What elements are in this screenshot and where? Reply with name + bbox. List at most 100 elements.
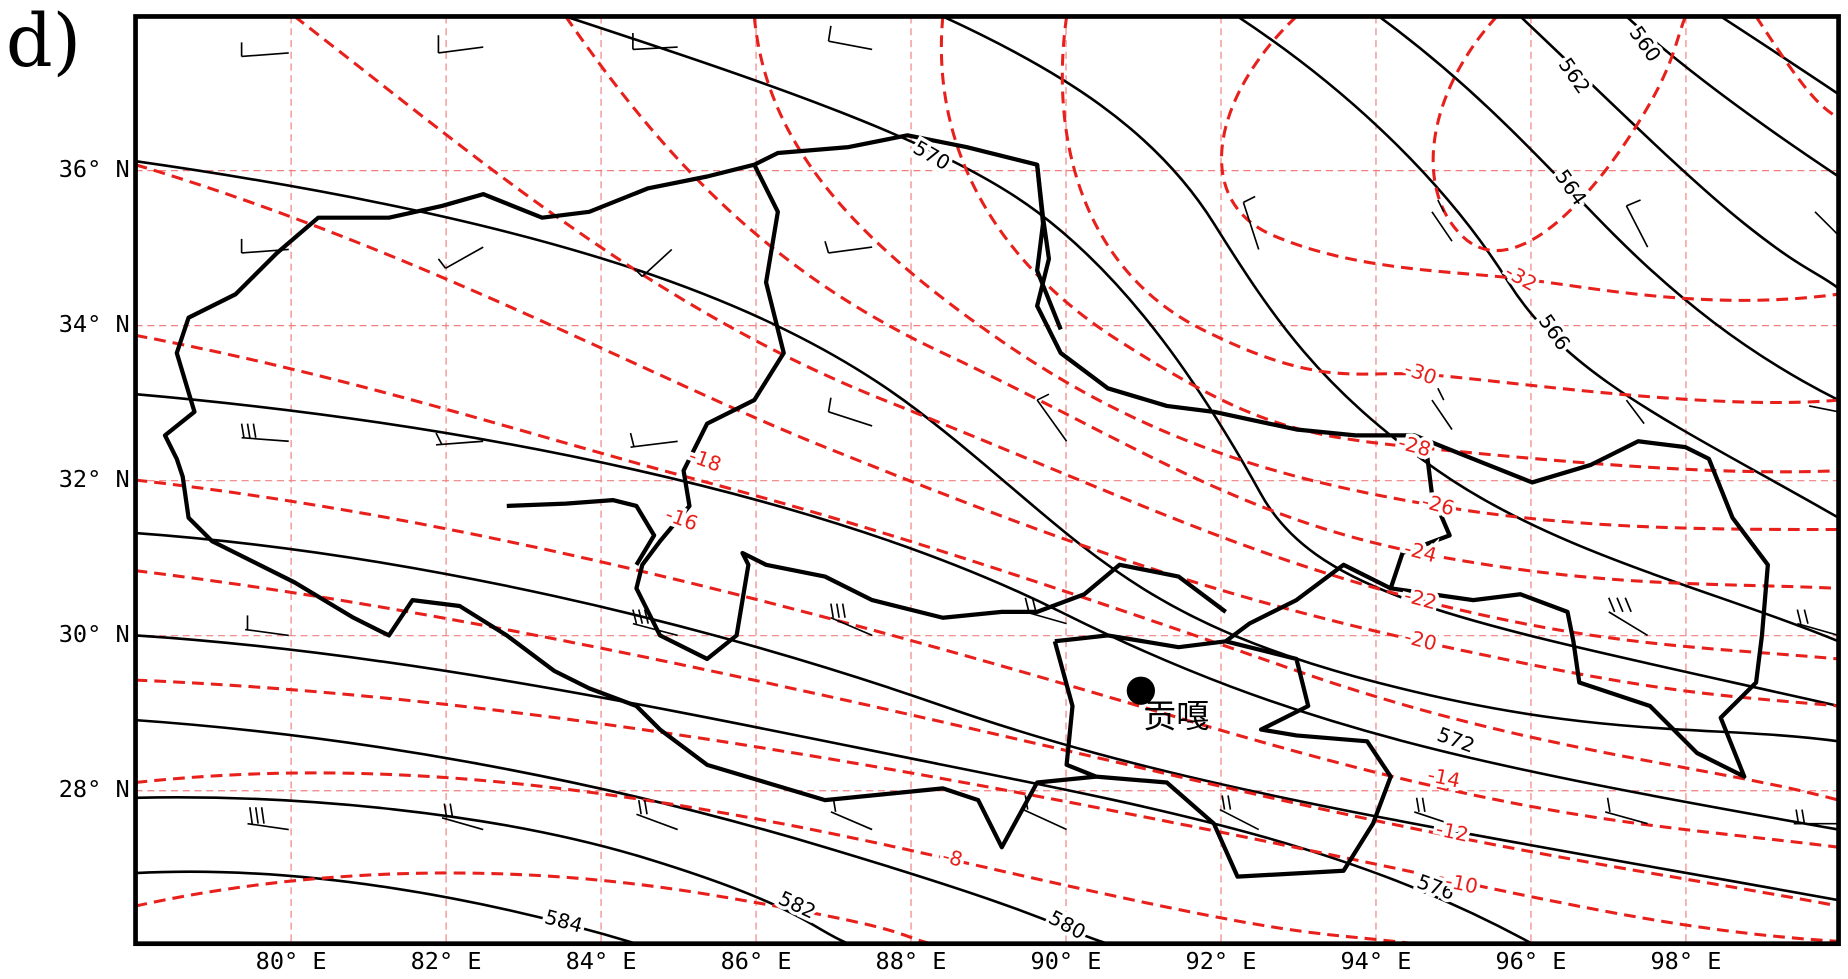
wind-barb xyxy=(1604,797,1648,825)
wind-barb xyxy=(632,609,678,637)
height-contour xyxy=(135,796,850,944)
temperature-contour xyxy=(135,333,1839,802)
wind-barb xyxy=(437,35,484,54)
height-label: 584 xyxy=(542,905,585,938)
latitude-label: 30° N xyxy=(59,620,130,648)
height-contour xyxy=(1378,16,1839,402)
wind-barb xyxy=(830,603,873,637)
prefecture-boundary xyxy=(1052,640,1097,779)
height-contour xyxy=(565,16,1839,708)
temperature-contour xyxy=(135,163,1839,708)
temperature-contour xyxy=(939,16,1839,474)
wind-barb xyxy=(437,246,484,270)
temperature-label: -30 xyxy=(1401,356,1440,390)
wind-barb xyxy=(441,803,484,831)
temperature-label: -18 xyxy=(686,443,725,477)
height-label: 566 xyxy=(1534,310,1576,355)
prefecture-boundary xyxy=(1035,164,1063,331)
longitude-label: 80° E xyxy=(256,947,327,975)
wind-barb xyxy=(1036,393,1068,442)
height-label: 560 xyxy=(1625,21,1667,66)
height-label: 580 xyxy=(1045,905,1090,944)
longitude-label: 82° E xyxy=(411,947,482,975)
height-contour xyxy=(135,392,1839,831)
height-contour xyxy=(135,870,637,944)
height-label: 582 xyxy=(775,886,820,924)
temperature-label: -20 xyxy=(1402,624,1440,656)
height-contour xyxy=(135,634,1533,944)
longitude-label: 94° E xyxy=(1341,947,1412,975)
station-label: 贡嘎 xyxy=(1143,696,1209,735)
latitude-label: 28° N xyxy=(59,775,130,803)
longitude-label: 86° E xyxy=(721,947,792,975)
wind-barb xyxy=(1431,387,1453,430)
longitude-label: 96° E xyxy=(1495,947,1566,975)
longitude-label: 92° E xyxy=(1186,947,1257,975)
latitude-label: 36° N xyxy=(59,155,130,183)
wind-barb xyxy=(1431,199,1453,242)
prefecture-boundary xyxy=(1054,633,1226,650)
temperature-label: -14 xyxy=(1426,762,1463,792)
height-label: 562 xyxy=(1554,53,1596,98)
temperature-contour xyxy=(135,569,1839,908)
height-contour xyxy=(1720,16,1839,96)
wind-barb xyxy=(1814,211,1840,236)
prefecture-boundary xyxy=(506,497,657,566)
height-contour xyxy=(1519,16,1839,290)
wind-barb xyxy=(629,432,678,448)
temperature-label: -12 xyxy=(1434,817,1471,847)
prefecture-boundary xyxy=(634,163,1227,662)
temperature-label: -26 xyxy=(1419,489,1457,521)
wind-barb xyxy=(1242,195,1260,250)
wind-barb xyxy=(1625,399,1645,425)
temperature-contour xyxy=(293,16,1839,661)
wind-barb xyxy=(240,238,289,254)
temperature-contour xyxy=(752,16,1839,532)
temperature-contour xyxy=(1060,16,1839,405)
wind-barb xyxy=(1414,797,1450,825)
wind-barb xyxy=(245,615,289,637)
graticule xyxy=(135,16,1839,944)
wind-barb xyxy=(247,807,289,831)
wind-barb xyxy=(824,240,873,254)
latitude-label: 32° N xyxy=(59,465,130,493)
wind-barb xyxy=(633,248,673,278)
region-boundary xyxy=(162,133,1770,879)
height-contour xyxy=(942,16,1839,643)
longitude-label: 88° E xyxy=(876,947,947,975)
longitude-label: 98° E xyxy=(1650,947,1721,975)
height-label: 564 xyxy=(1550,165,1592,210)
longitude-label: 84° E xyxy=(566,947,637,975)
temperature-label: -22 xyxy=(1402,583,1440,615)
wind-barb xyxy=(827,25,873,51)
map-root: d) xyxy=(6,0,1841,975)
latitude-label: 34° N xyxy=(59,310,130,338)
temperature-contour xyxy=(135,678,1839,943)
wind-barb xyxy=(1219,795,1260,831)
wind-barb xyxy=(1808,405,1839,413)
temperature-contour xyxy=(1431,16,1687,252)
wind-barb xyxy=(830,797,873,831)
temperature-contour xyxy=(1220,16,1839,302)
contours xyxy=(135,16,1839,944)
wind-barb xyxy=(1625,199,1649,248)
wind-barb xyxy=(1607,597,1649,637)
station-marker xyxy=(1126,676,1155,705)
wind-barb xyxy=(1796,609,1839,637)
temperature-contour xyxy=(135,771,1415,944)
wind-barb xyxy=(636,800,678,831)
height-contour xyxy=(1236,16,1839,519)
temperature-contour xyxy=(1754,16,1839,120)
wind-barb xyxy=(1022,795,1067,831)
temperature-contour xyxy=(564,16,1839,590)
temperature-contour xyxy=(135,478,1839,849)
wind-barb xyxy=(240,42,289,58)
prefecture-boundary xyxy=(1388,446,1452,590)
map-frame xyxy=(133,14,1841,947)
height-contour xyxy=(1625,16,1839,178)
temperature-label: -8 xyxy=(940,843,966,871)
temperature-contour xyxy=(135,871,932,944)
wind-barb xyxy=(435,432,484,446)
wind-barb xyxy=(827,397,873,427)
